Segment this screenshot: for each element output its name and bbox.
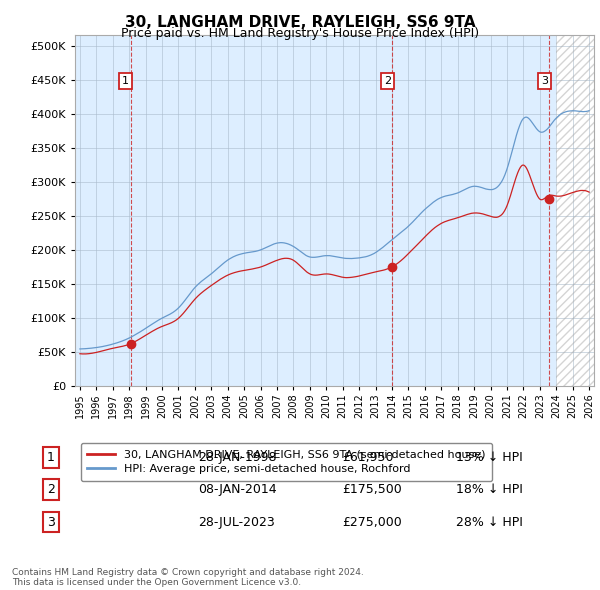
Text: 18% ↓ HPI: 18% ↓ HPI — [456, 483, 523, 496]
Text: £61,950: £61,950 — [342, 451, 394, 464]
Text: £175,500: £175,500 — [342, 483, 402, 496]
Legend: 30, LANGHAM DRIVE, RAYLEIGH, SS6 9TA (semi-detached house), HPI: Average price, : 30, LANGHAM DRIVE, RAYLEIGH, SS6 9TA (se… — [80, 443, 492, 481]
Text: 13% ↓ HPI: 13% ↓ HPI — [456, 451, 523, 464]
Text: 30, LANGHAM DRIVE, RAYLEIGH, SS6 9TA: 30, LANGHAM DRIVE, RAYLEIGH, SS6 9TA — [125, 15, 475, 30]
Bar — [556, 35, 594, 386]
Text: Contains HM Land Registry data © Crown copyright and database right 2024.
This d: Contains HM Land Registry data © Crown c… — [12, 568, 364, 587]
Text: 08-JAN-2014: 08-JAN-2014 — [198, 483, 277, 496]
Text: 2: 2 — [384, 76, 391, 86]
Text: Price paid vs. HM Land Registry's House Price Index (HPI): Price paid vs. HM Land Registry's House … — [121, 27, 479, 40]
Text: £275,000: £275,000 — [342, 516, 402, 529]
Text: 2: 2 — [47, 483, 55, 496]
Text: 1: 1 — [122, 76, 129, 86]
Text: 1: 1 — [47, 451, 55, 464]
Text: 28-JUL-2023: 28-JUL-2023 — [198, 516, 275, 529]
Text: 28-JAN-1998: 28-JAN-1998 — [198, 451, 277, 464]
Bar — [556, 35, 594, 386]
Text: 3: 3 — [541, 76, 548, 86]
Text: 3: 3 — [47, 516, 55, 529]
Text: 28% ↓ HPI: 28% ↓ HPI — [456, 516, 523, 529]
